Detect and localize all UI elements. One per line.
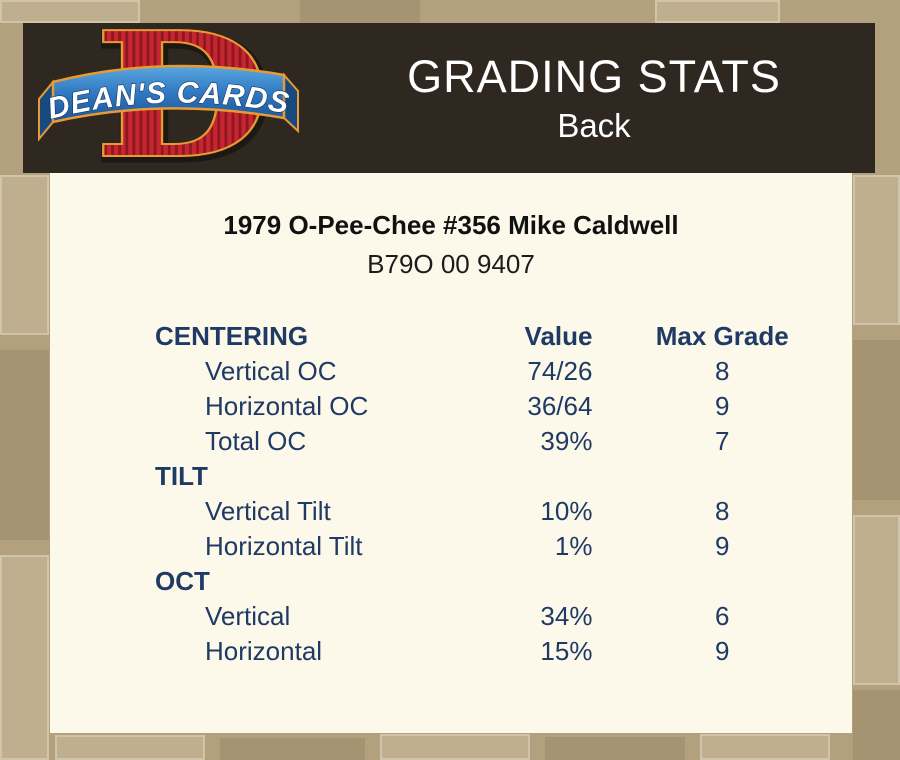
section-header-tilt: TILT: [155, 461, 208, 491]
column-header-max-grade: Max Grade: [655, 321, 789, 351]
row-max-grade: 9: [715, 391, 730, 421]
background-card: [545, 737, 685, 760]
content-panel: 1979 O-Pee-Chee #356 Mike Caldwell B79O …: [50, 173, 852, 733]
row-value: 34%: [540, 601, 593, 631]
row-label: Vertical: [205, 601, 291, 631]
deans-cards-logo-graphic: D D DEAN'S CARDS: [38, 0, 299, 203]
row-value: 39%: [540, 426, 593, 456]
background-card: [55, 735, 205, 760]
background-card: [380, 734, 530, 760]
card-title: 1979 O-Pee-Chee #356 Mike Caldwell: [223, 210, 679, 240]
row-label: Horizontal OC: [205, 391, 369, 421]
table-row: Vertical OC 74/26 8: [155, 354, 852, 389]
background-card: [655, 0, 780, 23]
section-row: TILT: [155, 459, 852, 494]
row-value: 1%: [554, 531, 593, 561]
row-value: 15%: [540, 636, 593, 666]
background-card: [0, 350, 49, 540]
background-card: [700, 734, 830, 760]
card-serial-number: B79O 00 9407: [367, 249, 535, 279]
table-row: Total OC 39% 7: [155, 424, 852, 459]
background-card: [853, 340, 900, 500]
background-card: [853, 690, 900, 760]
background-card: [300, 0, 420, 23]
header-bar: D D DEAN'S CARDS GRADING STATS Back: [23, 0, 875, 203]
table-header-row: CENTERING Value Max Grade: [155, 319, 852, 354]
row-max-grade: 8: [715, 496, 730, 526]
table-row: Horizontal 15% 9: [155, 634, 852, 669]
row-max-grade: 6: [715, 601, 730, 631]
row-max-grade: [592, 564, 852, 599]
row-label: Horizontal Tilt: [205, 531, 363, 561]
row-max-grade: 9: [715, 636, 730, 666]
table-row: Horizontal Tilt 1% 9: [155, 529, 852, 564]
row-max-grade: 9: [715, 531, 730, 561]
row-value: 74/26: [527, 356, 593, 386]
section-header-centering: CENTERING: [155, 321, 309, 351]
background-card: [220, 738, 365, 760]
row-label: Vertical Tilt: [205, 496, 331, 526]
deans-cards-logo: D D DEAN'S CARDS: [23, 0, 323, 203]
page-subtitle-card-side: Back: [557, 107, 631, 144]
header-titles: GRADING STATS Back: [323, 54, 875, 142]
table-row: Horizontal OC 36/64 9: [155, 389, 852, 424]
row-label: Vertical OC: [205, 356, 337, 386]
background-card: [0, 555, 49, 760]
row-label: Total OC: [205, 426, 307, 456]
row-value: 10%: [540, 496, 593, 526]
background-card: [853, 515, 900, 685]
grading-stats-table: CENTERING Value Max Grade Vertical OC 74…: [155, 319, 852, 669]
section-row: OCT: [155, 564, 852, 599]
table-row: Vertical 34% 6: [155, 599, 852, 634]
section-header-oct: OCT: [155, 566, 210, 596]
table-row: Vertical Tilt 10% 8: [155, 494, 852, 529]
row-max-grade: 8: [715, 356, 730, 386]
row-value: [455, 564, 593, 599]
row-max-grade: [592, 459, 852, 494]
column-header-value: Value: [524, 321, 593, 351]
row-label: Horizontal: [205, 636, 323, 666]
background-card: [853, 175, 900, 325]
row-max-grade: 7: [715, 426, 730, 456]
background-card: [0, 175, 49, 335]
page-title: GRADING STATS: [407, 51, 781, 102]
row-value: 36/64: [527, 391, 593, 421]
background-card: [0, 0, 140, 23]
row-value: [455, 459, 593, 494]
